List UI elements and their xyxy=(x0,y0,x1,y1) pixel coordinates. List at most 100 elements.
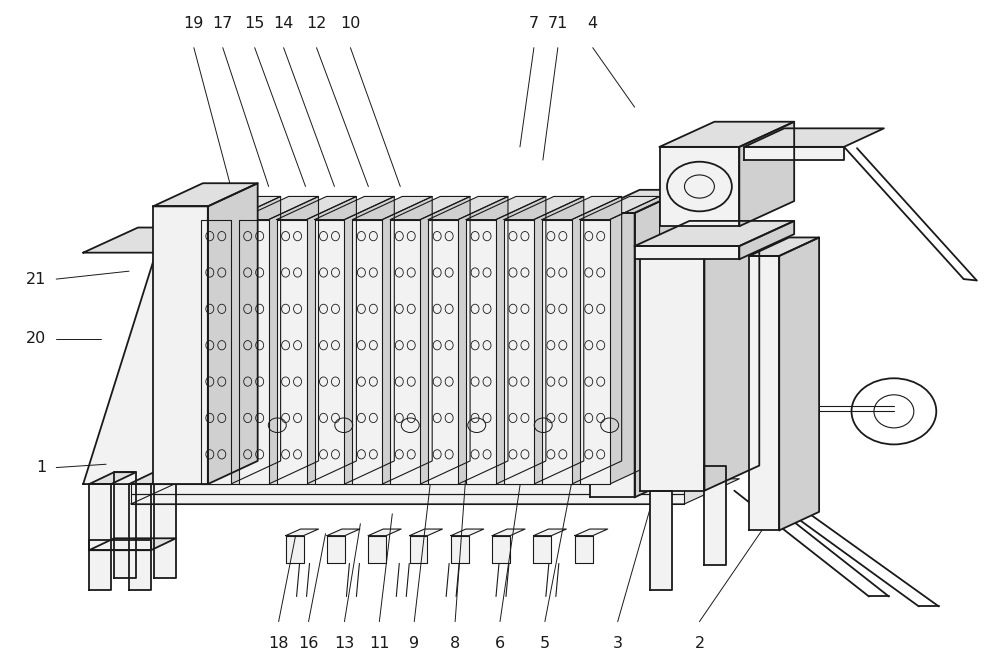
Polygon shape xyxy=(89,472,136,484)
Polygon shape xyxy=(590,190,684,213)
Text: 6: 6 xyxy=(495,636,505,651)
Text: 2: 2 xyxy=(694,636,705,651)
Polygon shape xyxy=(635,221,794,246)
Polygon shape xyxy=(129,472,176,484)
Text: 16: 16 xyxy=(298,636,319,651)
Polygon shape xyxy=(131,479,739,504)
Polygon shape xyxy=(492,536,510,564)
Polygon shape xyxy=(390,220,420,484)
Text: 14: 14 xyxy=(273,16,294,31)
Polygon shape xyxy=(451,536,469,564)
Polygon shape xyxy=(542,197,622,220)
Polygon shape xyxy=(231,197,281,484)
Polygon shape xyxy=(496,197,546,484)
Polygon shape xyxy=(704,465,726,565)
Polygon shape xyxy=(542,220,572,484)
Polygon shape xyxy=(156,228,211,484)
Polygon shape xyxy=(580,197,660,220)
Polygon shape xyxy=(269,197,319,484)
Polygon shape xyxy=(575,536,593,564)
Polygon shape xyxy=(239,220,269,484)
Polygon shape xyxy=(307,197,356,484)
Text: 10: 10 xyxy=(340,16,361,31)
Polygon shape xyxy=(352,197,432,220)
Text: 11: 11 xyxy=(369,636,390,651)
Polygon shape xyxy=(660,147,739,226)
Polygon shape xyxy=(368,536,386,564)
Polygon shape xyxy=(640,246,704,491)
Polygon shape xyxy=(315,220,344,484)
Polygon shape xyxy=(635,246,739,259)
Text: 7: 7 xyxy=(529,16,539,31)
Polygon shape xyxy=(153,207,208,484)
Polygon shape xyxy=(83,228,211,253)
Polygon shape xyxy=(428,197,508,220)
Polygon shape xyxy=(590,213,635,497)
Text: 5: 5 xyxy=(540,636,550,651)
Polygon shape xyxy=(201,220,231,484)
Text: 19: 19 xyxy=(184,16,204,31)
Polygon shape xyxy=(572,197,622,484)
Polygon shape xyxy=(428,220,458,484)
Polygon shape xyxy=(156,395,704,405)
Polygon shape xyxy=(580,220,610,484)
Polygon shape xyxy=(779,238,819,531)
Polygon shape xyxy=(739,221,794,259)
Text: 8: 8 xyxy=(450,636,460,651)
Polygon shape xyxy=(156,352,684,369)
Polygon shape xyxy=(277,197,356,220)
Polygon shape xyxy=(352,220,382,484)
Polygon shape xyxy=(327,529,360,536)
Polygon shape xyxy=(739,122,794,226)
Polygon shape xyxy=(154,472,176,578)
Polygon shape xyxy=(211,240,704,252)
Text: 21: 21 xyxy=(26,272,46,287)
Polygon shape xyxy=(451,529,484,536)
Text: 13: 13 xyxy=(334,636,355,651)
Text: 17: 17 xyxy=(213,16,233,31)
Polygon shape xyxy=(131,494,684,504)
Polygon shape xyxy=(533,536,551,564)
Polygon shape xyxy=(749,238,819,256)
Polygon shape xyxy=(131,484,684,494)
Text: 71: 71 xyxy=(548,16,568,31)
Text: 9: 9 xyxy=(409,636,419,651)
Polygon shape xyxy=(533,529,566,536)
Polygon shape xyxy=(327,536,345,564)
Text: 12: 12 xyxy=(306,16,327,31)
Polygon shape xyxy=(390,197,470,220)
Polygon shape xyxy=(344,197,394,484)
Polygon shape xyxy=(466,220,496,484)
Text: 15: 15 xyxy=(244,16,265,31)
Polygon shape xyxy=(640,221,759,246)
Polygon shape xyxy=(504,197,584,220)
Polygon shape xyxy=(211,214,759,240)
Polygon shape xyxy=(156,280,739,305)
Text: 1: 1 xyxy=(36,460,46,475)
Polygon shape xyxy=(277,220,307,484)
Polygon shape xyxy=(286,536,304,564)
Polygon shape xyxy=(315,197,394,220)
Polygon shape xyxy=(286,529,319,536)
Text: 18: 18 xyxy=(268,636,289,651)
Polygon shape xyxy=(534,197,584,484)
Polygon shape xyxy=(89,540,151,550)
Polygon shape xyxy=(610,197,660,484)
Polygon shape xyxy=(368,529,401,536)
Polygon shape xyxy=(575,529,608,536)
Polygon shape xyxy=(650,491,672,590)
Polygon shape xyxy=(466,197,546,220)
Polygon shape xyxy=(704,221,759,491)
Polygon shape xyxy=(89,539,176,550)
Polygon shape xyxy=(420,197,470,484)
Polygon shape xyxy=(83,253,156,484)
Polygon shape xyxy=(156,305,684,325)
Polygon shape xyxy=(410,529,442,536)
Polygon shape xyxy=(208,183,258,484)
Polygon shape xyxy=(239,197,319,220)
Text: 20: 20 xyxy=(26,331,46,346)
Polygon shape xyxy=(635,190,684,497)
Text: 4: 4 xyxy=(588,16,598,31)
Polygon shape xyxy=(410,536,427,564)
Polygon shape xyxy=(504,220,534,484)
